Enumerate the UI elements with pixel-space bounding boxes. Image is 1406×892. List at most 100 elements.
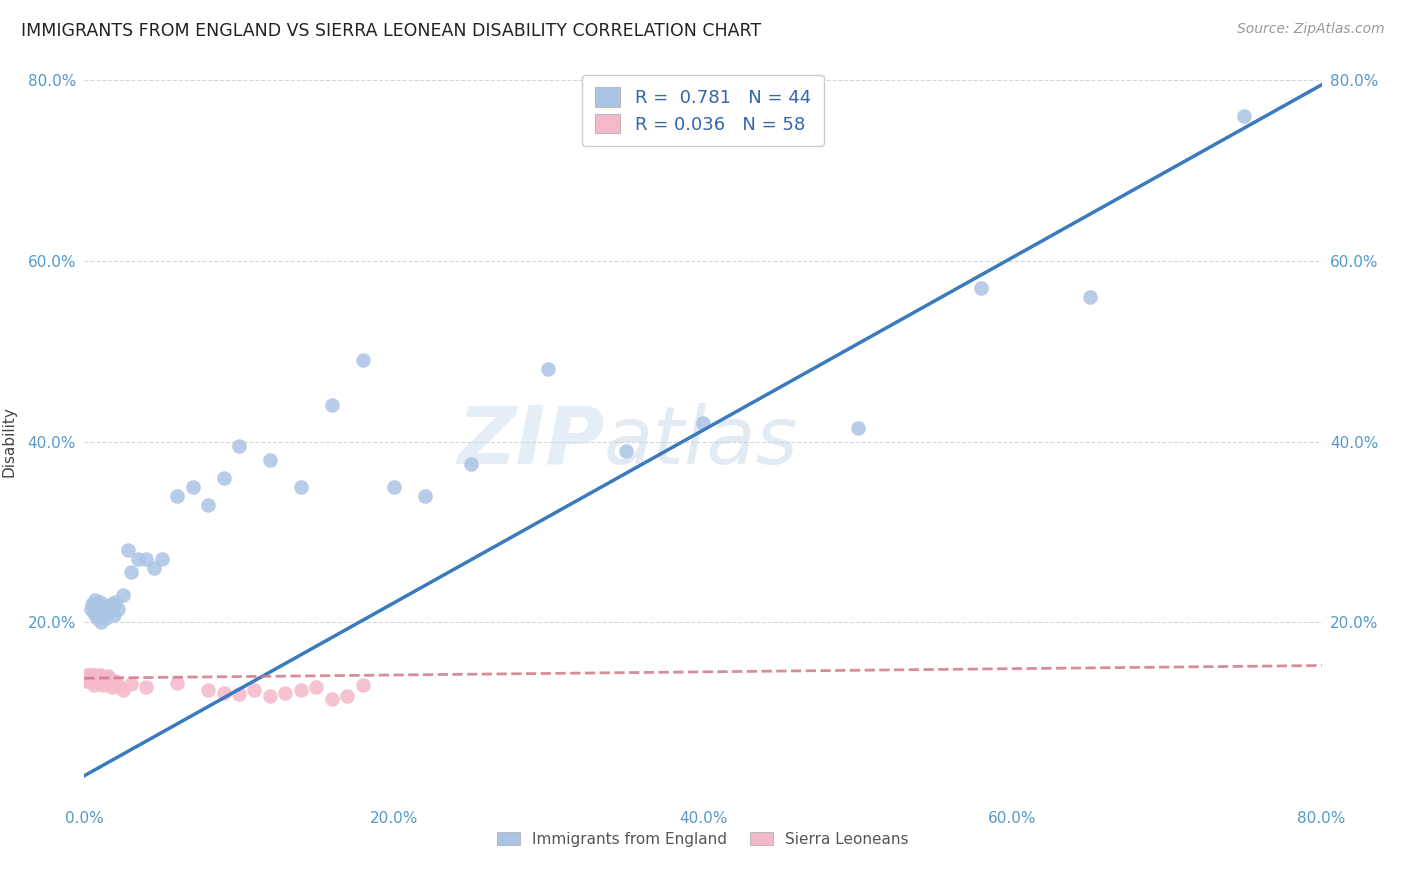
Point (112, 588, 135, 602)
Point (135, 552, 157, 566)
Text: atlas: atlas (605, 402, 799, 481)
Point (91, 601, 114, 615)
Point (259, 452, 281, 467)
Point (212, 685, 235, 699)
Point (75, 669, 97, 683)
Point (83, 671, 105, 685)
Point (79, 669, 101, 683)
Point (243, 682, 266, 697)
Point (101, 680, 124, 694)
Point (98, 604, 121, 618)
Point (413, 489, 436, 503)
Point (537, 362, 560, 376)
Point (82, 673, 104, 688)
Point (82, 671, 104, 685)
Point (228, 687, 250, 701)
Point (82, 669, 104, 683)
Point (197, 682, 219, 697)
Point (846, 421, 869, 435)
Point (77, 667, 100, 681)
Point (76, 671, 98, 685)
Point (382, 480, 405, 494)
Point (970, 281, 993, 295)
Text: ZIP: ZIP (457, 402, 605, 481)
Point (1233, 109, 1256, 123)
Point (77, 671, 100, 685)
Point (86, 671, 108, 685)
Point (77, 669, 100, 683)
Point (82, 667, 104, 681)
Point (166, 489, 188, 503)
Point (94, 610, 117, 624)
Point (87, 671, 110, 685)
Point (100, 597, 122, 611)
Point (228, 439, 250, 453)
Point (96, 669, 118, 683)
Point (290, 480, 312, 494)
Text: Source: ZipAtlas.com: Source: ZipAtlas.com (1237, 22, 1385, 37)
Point (86, 610, 108, 624)
Point (86, 673, 108, 688)
Point (87, 599, 110, 613)
Point (336, 690, 359, 704)
Point (86, 669, 108, 683)
Point (75, 673, 97, 688)
Point (143, 561, 166, 575)
Point (117, 542, 139, 557)
Point (166, 675, 188, 690)
Point (460, 457, 482, 471)
Point (83, 669, 105, 683)
Point (90, 615, 112, 630)
Point (82, 597, 104, 611)
Point (107, 601, 129, 615)
Point (135, 680, 157, 694)
Point (150, 552, 173, 566)
Point (103, 607, 125, 622)
Point (84, 673, 107, 687)
Point (83, 678, 105, 692)
Point (104, 595, 127, 609)
Point (197, 498, 219, 512)
Point (93, 671, 115, 685)
Point (94, 673, 117, 688)
Point (290, 682, 312, 697)
Point (76, 667, 98, 681)
Point (259, 690, 281, 704)
Text: IMMIGRANTS FROM ENGLAND VS SIERRA LEONEAN DISABILITY CORRELATION CHART: IMMIGRANTS FROM ENGLAND VS SIERRA LEONEA… (21, 22, 761, 40)
Point (89, 667, 111, 681)
Point (77, 673, 100, 688)
Point (84, 667, 107, 681)
Point (104, 673, 127, 688)
Point (98, 671, 121, 685)
Point (83, 673, 105, 687)
Point (90, 669, 112, 683)
Point (321, 398, 343, 412)
Point (101, 601, 124, 615)
Point (212, 471, 235, 485)
Point (79, 601, 101, 615)
Point (84, 671, 107, 685)
Point (352, 678, 374, 692)
Point (305, 680, 328, 694)
Point (1078, 290, 1101, 304)
Point (96, 599, 118, 613)
Point (112, 682, 135, 697)
Point (91, 678, 114, 692)
Point (79, 673, 101, 687)
Point (90, 671, 112, 685)
Point (87, 669, 110, 683)
Point (76, 673, 98, 687)
Point (93, 606, 115, 620)
Point (321, 692, 343, 706)
Point (83, 606, 105, 620)
Point (352, 353, 374, 368)
Point (100, 673, 122, 687)
Point (84, 592, 107, 607)
Point (79, 671, 101, 685)
Point (274, 685, 297, 699)
Point (120, 676, 142, 690)
Point (181, 480, 204, 494)
Point (107, 678, 129, 692)
Point (89, 595, 111, 609)
Point (89, 673, 111, 687)
